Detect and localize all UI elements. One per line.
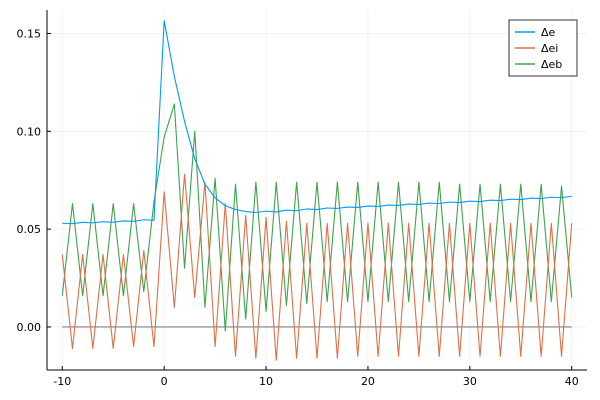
series-line-0 [62,20,572,225]
series-layer [61,20,573,361]
y-tick-label-2: 0.10 [17,125,42,138]
x-tick-label-2: 10 [259,375,273,388]
legend: Δe Δei Δeb [508,19,578,77]
x-tick-label-1: 0 [161,375,168,388]
y-tick-label-0: 0.00 [17,321,42,334]
x-tick-label-4: 30 [463,375,477,388]
legend-label-1: Δei [541,42,558,55]
legend-label-0: Δe [541,26,556,39]
legend-label-2: Δeb [541,58,562,71]
y-tick-label-1: 0.05 [17,223,42,236]
x-tick-label-3: 20 [361,375,375,388]
x-tick-label-5: 40 [565,375,579,388]
axes: -10 0 10 20 30 40 0.00 0.05 0.10 0.15 [17,10,587,388]
series-line-1 [61,173,573,361]
grid [47,10,587,370]
x-tick-label-0: -10 [53,375,71,388]
y-tick-label-3: 0.15 [17,27,42,40]
